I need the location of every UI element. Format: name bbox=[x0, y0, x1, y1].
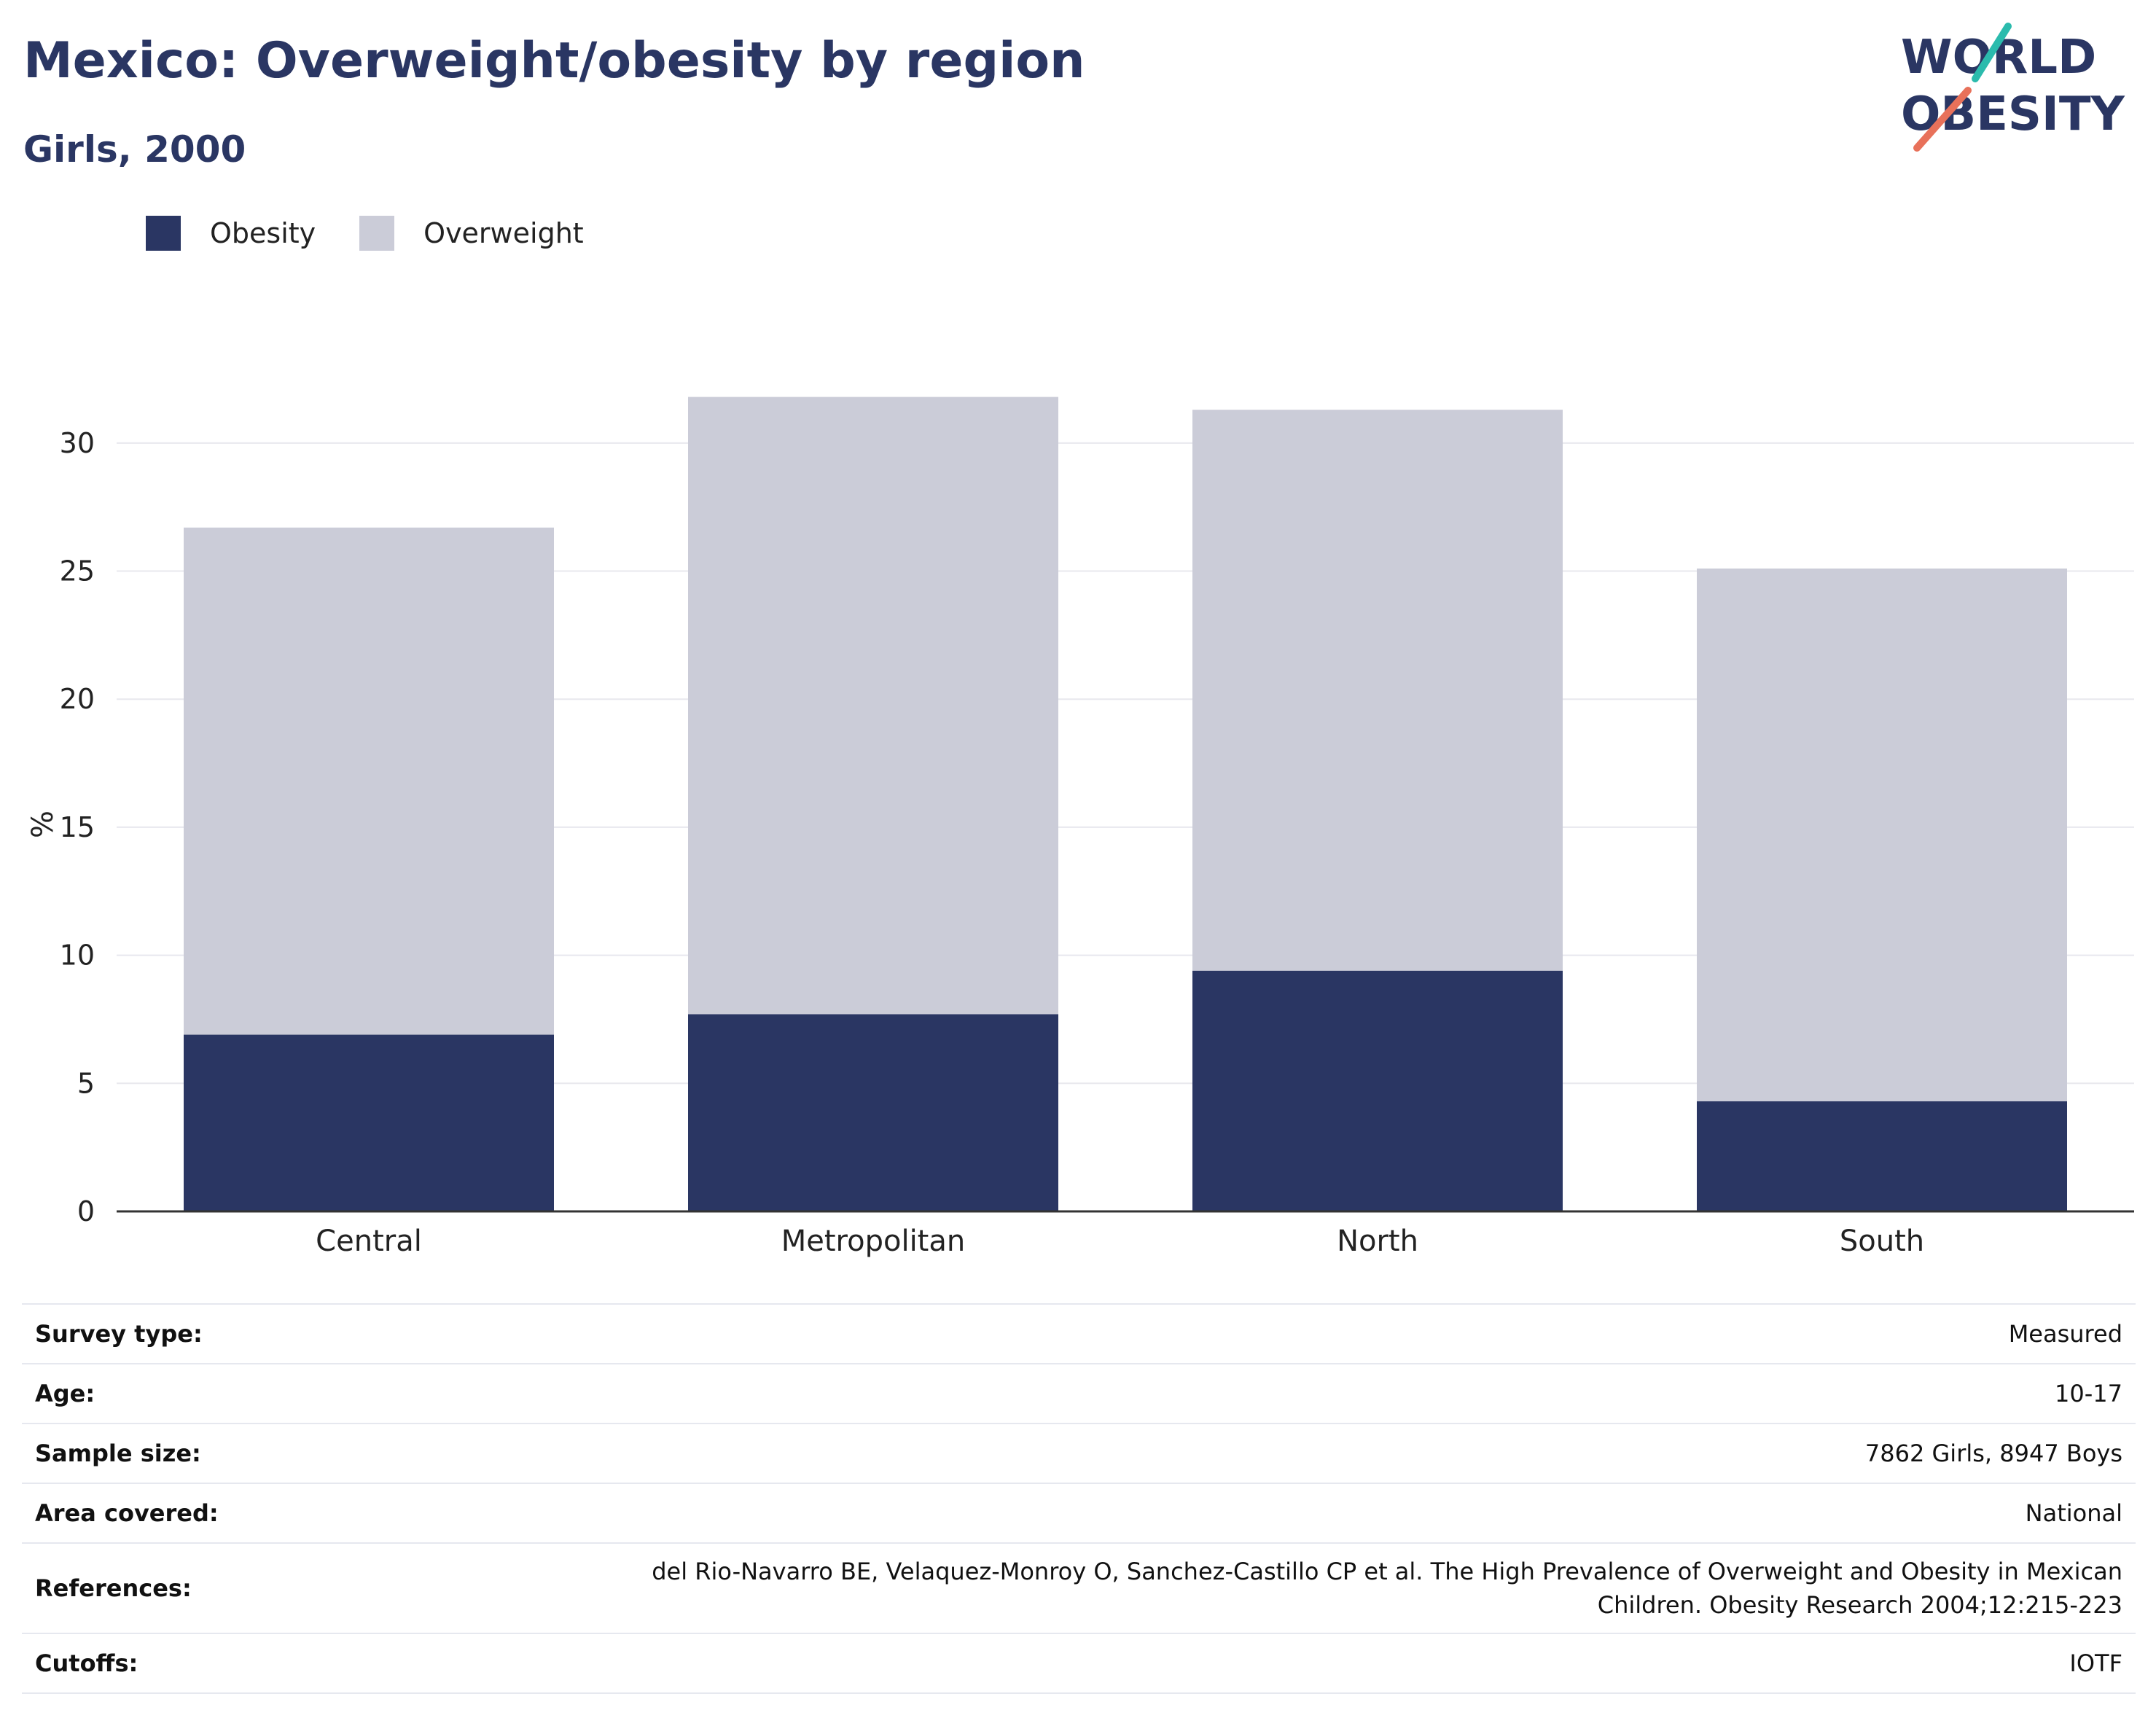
references-value: del Rio-Navarro BE, Velaquez-Monroy O, S… bbox=[427, 1542, 2136, 1633]
world-obesity-logo: WORLD OBESITY bbox=[1901, 23, 2125, 152]
age-value: 10-17 bbox=[427, 1363, 2136, 1423]
table-row: Survey type: Measured bbox=[22, 1303, 2136, 1364]
sample-size-label: Sample size: bbox=[22, 1423, 427, 1483]
logo-slash-teal bbox=[1972, 23, 2012, 82]
area-covered-value: National bbox=[427, 1483, 2136, 1543]
legend-swatch-obesity bbox=[146, 216, 181, 251]
references-label: References: bbox=[22, 1542, 427, 1633]
legend-label-overweight: Overweight bbox=[423, 217, 584, 249]
survey-details-table: Survey type: Measured Age: 10-17 Sample … bbox=[22, 1303, 2136, 1694]
bar-overweight-metropolitan[interactable] bbox=[688, 397, 1058, 1015]
table-row: References: del Rio-Navarro BE, Velaquez… bbox=[22, 1542, 2136, 1633]
bar-overweight-north[interactable] bbox=[1192, 410, 1563, 971]
bars bbox=[184, 397, 2067, 1211]
chart-subtitle: Girls, 2000 bbox=[23, 128, 246, 171]
y-axis-label: % bbox=[26, 811, 60, 838]
x-tick-label: Metropolitan bbox=[781, 1225, 965, 1258]
bar-chart: 0 5 10 15 20 25 30% Central Metropolitan North Sou… bbox=[26, 397, 2134, 1258]
y-tick-label: 30 bbox=[60, 427, 95, 459]
table-row: Age: 10-17 bbox=[22, 1363, 2136, 1423]
cutoffs-value: IOTF bbox=[427, 1633, 2136, 1694]
y-tick-label: 10 bbox=[60, 940, 95, 972]
references-line-2: Children. Obesity Research 2004;12:215-2… bbox=[1597, 1591, 2122, 1619]
sample-size-value: 7862 Girls, 8947 Boys bbox=[427, 1423, 2136, 1483]
age-label: Age: bbox=[22, 1363, 427, 1423]
logo-slash-coral bbox=[1913, 87, 1972, 152]
x-tick-label: North bbox=[1337, 1225, 1418, 1258]
y-tick-label: 15 bbox=[60, 811, 95, 843]
bar-obesity-north[interactable] bbox=[1192, 970, 1563, 1211]
x-tick-label: Central bbox=[316, 1225, 422, 1258]
table-row: Area covered: National bbox=[22, 1483, 2136, 1543]
chart-title: Mexico: Overweight/obesity by region bbox=[23, 32, 1085, 90]
y-tick-label: 25 bbox=[60, 555, 95, 587]
area-covered-label: Area covered: bbox=[22, 1483, 427, 1543]
legend-swatch-overweight bbox=[359, 216, 395, 251]
y-tick-label: 20 bbox=[60, 683, 95, 715]
legend-item-overweight[interactable]: Overweight bbox=[359, 216, 584, 251]
bar-overweight-central[interactable] bbox=[184, 527, 554, 1035]
bar-obesity-south[interactable] bbox=[1697, 1101, 2067, 1211]
survey-type-value: Measured bbox=[427, 1303, 2136, 1364]
chart-legend: Obesity Overweight bbox=[146, 216, 628, 251]
legend-item-obesity[interactable]: Obesity bbox=[146, 216, 316, 251]
legend-label-obesity: Obesity bbox=[210, 217, 316, 249]
bar-obesity-metropolitan[interactable] bbox=[688, 1014, 1058, 1211]
bar-obesity-central[interactable] bbox=[184, 1034, 554, 1211]
y-tick-label: 0 bbox=[77, 1195, 95, 1227]
cutoffs-label: Cutoffs: bbox=[22, 1633, 427, 1694]
survey-type-label: Survey type: bbox=[22, 1303, 427, 1364]
references-line-1: del Rio-Navarro BE, Velaquez-Monroy O, S… bbox=[652, 1558, 2122, 1585]
y-tick-label: 5 bbox=[77, 1067, 95, 1099]
x-tick-label: South bbox=[1840, 1225, 1924, 1258]
table-row: Sample size: 7862 Girls, 8947 Boys bbox=[22, 1423, 2136, 1483]
axes: 0 5 10 15 20 25 30% Central Metropolitan North Sou… bbox=[26, 427, 2134, 1258]
bar-overweight-south[interactable] bbox=[1697, 569, 2067, 1101]
table-row: Cutoffs: IOTF bbox=[22, 1633, 2136, 1694]
logo-word-obesity: OBESITY bbox=[1901, 87, 2125, 141]
